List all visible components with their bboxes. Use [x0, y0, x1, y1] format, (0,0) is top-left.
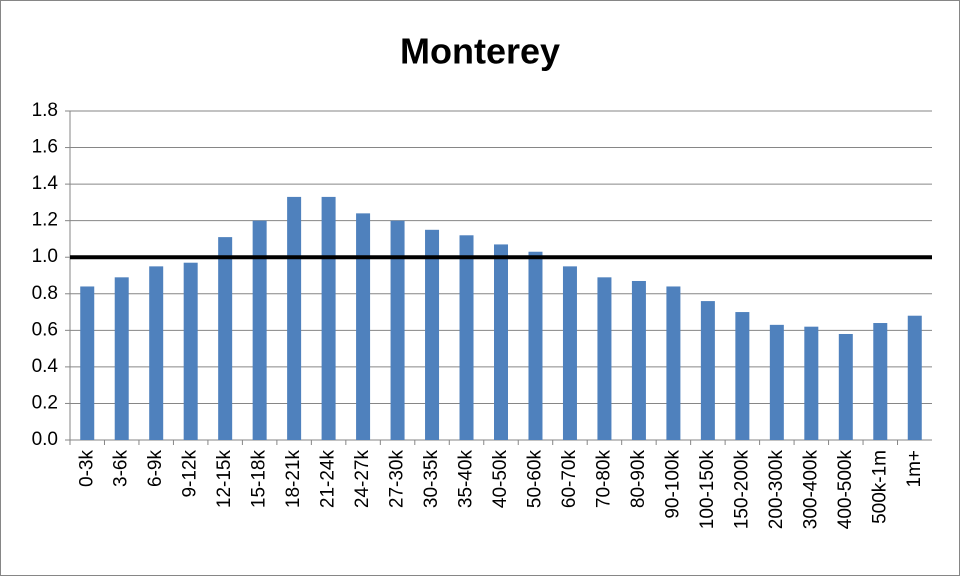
y-tick-label: 0.6 — [32, 319, 58, 340]
x-tick-label: 15-18k — [249, 450, 270, 509]
bar — [149, 266, 164, 440]
y-tick-label: 1.0 — [32, 246, 58, 267]
x-tick-label: 1m+ — [904, 450, 925, 488]
x-tick-label: 24-27k — [352, 450, 373, 509]
x-tick-label: 0-3k — [76, 450, 97, 487]
bar — [873, 323, 888, 440]
x-tick-label: 9-12k — [180, 450, 201, 498]
bar — [597, 277, 612, 440]
x-tick-label: 300-400k — [800, 450, 821, 530]
bar — [666, 286, 681, 440]
chart-title: Monterey — [400, 31, 560, 72]
x-tick-label: 90-100k — [662, 450, 683, 519]
bar — [631, 280, 646, 440]
x-tick-label: 21-24k — [318, 450, 339, 509]
bar — [114, 277, 129, 440]
bar — [390, 220, 405, 440]
x-tick-label: 400-500k — [835, 450, 856, 530]
bar — [735, 312, 750, 440]
x-tick-label: 60-70k — [559, 450, 580, 509]
bar — [562, 266, 577, 440]
x-tick-label: 12-15k — [214, 450, 235, 509]
x-tick-label: 100-150k — [697, 450, 718, 530]
bar — [769, 324, 784, 440]
x-tick-label: 80-90k — [628, 450, 649, 509]
bar — [183, 262, 198, 440]
x-tick-label: 6-9k — [145, 450, 166, 487]
bar — [252, 220, 267, 440]
bar — [356, 213, 371, 440]
bar — [700, 301, 715, 440]
y-tick-label: 0.0 — [32, 429, 58, 450]
x-tick-label: 50-60k — [524, 450, 545, 509]
x-tick-label: 27-30k — [387, 450, 408, 509]
x-tick-label: 200-300k — [766, 450, 787, 530]
y-tick-label: 0.8 — [32, 283, 58, 304]
x-tick-label: 70-80k — [593, 450, 614, 509]
bar — [287, 196, 302, 440]
bar — [804, 326, 819, 440]
x-tick-label: 150-200k — [731, 450, 752, 530]
bar — [838, 333, 853, 440]
bar — [459, 235, 474, 440]
bar — [321, 196, 336, 440]
x-tick-label: 500k-1m — [869, 450, 890, 524]
x-tick-label: 35-40k — [456, 450, 477, 509]
bar — [425, 229, 440, 440]
bar — [218, 237, 233, 440]
bar — [494, 244, 508, 440]
bar — [528, 251, 543, 440]
y-tick-label: 1.8 — [32, 100, 58, 121]
y-tick-label: 0.4 — [32, 356, 59, 377]
y-tick-label: 1.6 — [32, 137, 58, 158]
y-tick-label: 0.2 — [32, 392, 58, 413]
y-tick-label: 1.4 — [32, 173, 59, 194]
bar — [80, 286, 95, 440]
y-tick-label: 1.2 — [32, 210, 58, 231]
x-tick-label: 3-6k — [111, 450, 132, 487]
x-tick-label: 40-50k — [490, 450, 511, 509]
x-tick-label: 18-21k — [283, 450, 304, 509]
bar — [907, 315, 922, 440]
x-tick-label: 30-35k — [421, 450, 442, 509]
